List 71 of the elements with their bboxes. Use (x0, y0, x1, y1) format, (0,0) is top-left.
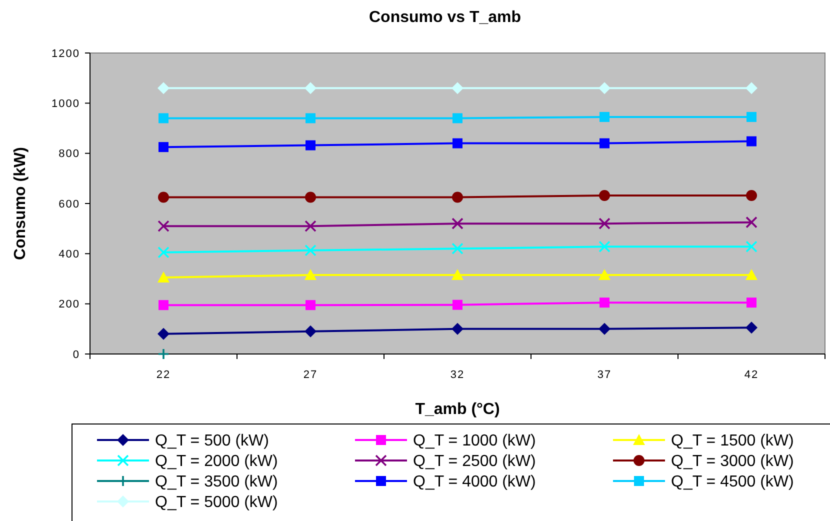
legend-label: Q_T = 5000 (kW) (155, 494, 278, 512)
point (158, 300, 168, 310)
point (452, 218, 464, 230)
legend-label: Q_T = 500 (kW) (155, 432, 269, 450)
legend-label: Q_T = 3500 (kW) (155, 474, 278, 491)
point (746, 298, 756, 308)
point (746, 136, 756, 146)
point (746, 268, 758, 280)
point (452, 300, 462, 310)
point (304, 82, 316, 94)
point (158, 82, 170, 94)
point (306, 113, 316, 124)
point (452, 268, 464, 280)
point (306, 300, 316, 310)
point (599, 190, 610, 201)
point (746, 112, 756, 122)
point (158, 328, 170, 340)
x-tick-label: 32 (450, 369, 465, 381)
point (746, 240, 758, 253)
y-tick-label: 1000 (52, 98, 80, 110)
x-tick-label: 37 (597, 369, 612, 381)
point (452, 82, 464, 94)
point (746, 322, 758, 334)
x-tick-label: 22 (156, 369, 171, 381)
legend-label: Q_T = 2000 (kW) (155, 453, 278, 470)
point (306, 140, 316, 150)
y-tick-label: 0 (72, 348, 80, 361)
legend-label: Q_T = 3000 (kW) (671, 453, 794, 470)
point (158, 246, 170, 258)
x-tick-label: 42 (744, 369, 759, 381)
y-tick-label: 200 (58, 298, 80, 311)
point (598, 322, 610, 335)
legend-label: Q_T = 4000 (kW) (413, 474, 536, 491)
point (158, 348, 170, 360)
legend-label: Q_T = 4500 (kW) (671, 474, 794, 491)
point (304, 244, 316, 256)
y-tick-label: 400 (58, 248, 80, 261)
point (304, 268, 316, 280)
point (600, 298, 610, 308)
point (158, 192, 169, 203)
point (598, 240, 610, 253)
point (598, 268, 610, 280)
x-axis-title: T_amb (°C) (415, 401, 500, 418)
point (158, 271, 170, 282)
x-tick-label: 27 (303, 369, 318, 381)
point (304, 325, 316, 338)
y-tick-label: 800 (58, 148, 80, 160)
legend-label: Q_T = 2500 (kW) (413, 453, 536, 470)
point (746, 216, 758, 228)
point (746, 190, 757, 201)
chart-title: Consumo vs T_amb (368, 9, 522, 26)
point (746, 82, 758, 94)
point (452, 322, 464, 335)
legend-label: Q_T = 1000 (kW) (413, 432, 536, 450)
point (452, 138, 462, 148)
point (158, 142, 168, 152)
point (598, 82, 610, 94)
point (305, 192, 316, 203)
point (452, 113, 462, 124)
point (158, 113, 168, 124)
point (304, 220, 316, 232)
point (452, 242, 464, 255)
point (452, 192, 463, 203)
legend-label: Q_T = 1500 (kW) (671, 432, 794, 450)
point (598, 218, 610, 230)
y-tick-label: 1200 (52, 48, 80, 60)
y-axis-title: Consumo (kW) (12, 147, 29, 260)
point (158, 220, 170, 232)
point (600, 138, 610, 148)
point (600, 112, 610, 122)
y-tick-label: 600 (58, 198, 80, 210)
